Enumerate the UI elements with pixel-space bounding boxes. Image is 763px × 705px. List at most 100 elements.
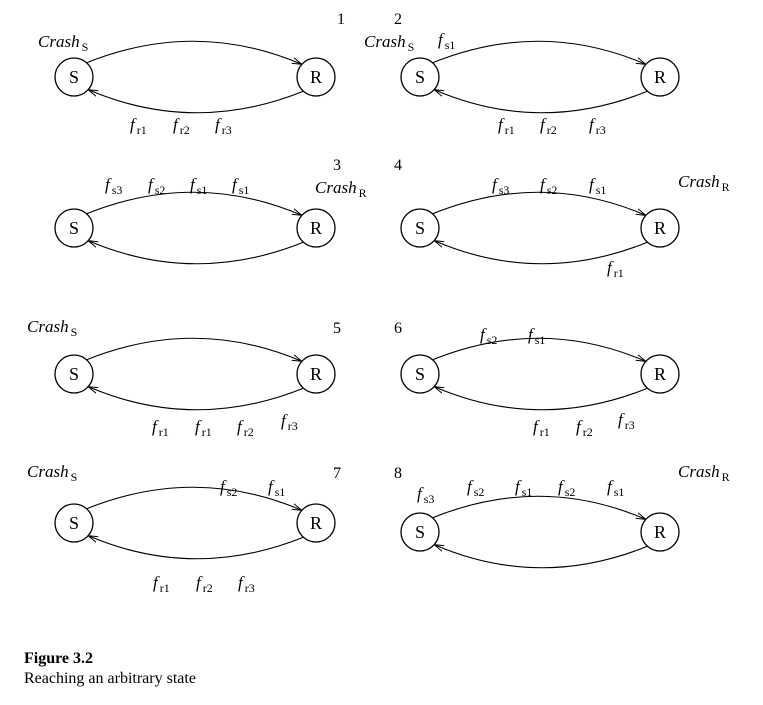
receiver-node: R [296, 57, 336, 97]
crash-label: Crash S [38, 32, 88, 54]
sender-node: S [400, 57, 440, 97]
receiver-frame-label: f r1 [153, 573, 170, 595]
crash-label: Crash R [315, 178, 367, 200]
sender-frame-label: f s1 [515, 477, 532, 499]
receiver-node-label: R [654, 67, 666, 87]
receiver-to-sender-channel [89, 90, 305, 114]
sender-node-label: S [415, 67, 425, 87]
sender-frame-label: f s2 [220, 477, 237, 499]
receiver-frame-label: f r1 [607, 258, 624, 280]
sender-to-receiver-channel [431, 337, 645, 361]
sender-node-label: S [415, 218, 425, 238]
receiver-frame-label: f r1 [533, 417, 550, 439]
sender-to-receiver-channel [85, 486, 301, 510]
receiver-to-sender-channel [89, 536, 305, 560]
sender-frame-label: f s2 [540, 175, 557, 197]
sender-frame-label: f s1 [232, 175, 249, 197]
panel-number: 2 [394, 11, 402, 28]
sender-frame-label: f s3 [417, 484, 434, 506]
receiver-to-sender-channel [435, 241, 649, 265]
receiver-frame-label: f r2 [173, 115, 190, 137]
panel-number: 6 [394, 320, 402, 337]
panel-4: 4 Crash R S Rf s3 f s2 f s1 f r1 [394, 157, 730, 280]
sender-to-receiver-channel [431, 495, 645, 519]
receiver-node-label: R [310, 513, 322, 533]
sender-to-receiver-channel [85, 337, 301, 361]
panel-number: 4 [394, 157, 402, 174]
crash-label: Crash R [678, 172, 730, 194]
receiver-frame-label: f r1 [195, 417, 212, 439]
sender-node: S [400, 354, 440, 394]
receiver-frame-label: f r1 [152, 417, 169, 439]
receiver-frame-label: f r2 [576, 417, 593, 439]
caption-title: Figure 3.2 [24, 650, 94, 667]
sender-frame-label: f s2 [558, 477, 575, 499]
sender-node-label: S [69, 67, 79, 87]
receiver-frame-label: f r3 [618, 410, 635, 432]
crash-label: Crash S [27, 317, 77, 339]
panel-number: 7 [333, 465, 341, 482]
panel-6: 6 S Rf s2 f s1 f r1 f r2 f r3 [394, 320, 680, 439]
sender-frame-label: f s2 [148, 175, 165, 197]
receiver-to-sender-channel [435, 90, 649, 114]
receiver-to-sender-channel [435, 387, 649, 411]
sender-node-label: S [69, 513, 79, 533]
sender-frame-label: f s1 [190, 175, 207, 197]
panel-number: 1 [337, 11, 345, 28]
figure-caption: Figure 3.2 Reaching an arbitrary state [24, 649, 196, 689]
sender-node: S [54, 208, 94, 248]
sender-frame-label: f s1 [438, 30, 455, 52]
receiver-frame-label: f r2 [196, 573, 213, 595]
sender-node-label: S [69, 364, 79, 384]
panel-2: 2 Crash SS Rf s1 f r1 f r2 f r3 [364, 11, 680, 137]
receiver-node: R [640, 208, 680, 248]
panel-8: 8 Crash R S Rf s3 f s2 f s1 f s2 f s1 [394, 462, 730, 569]
receiver-frame-label: f r2 [540, 115, 557, 137]
sender-frame-label: f s1 [528, 325, 545, 347]
receiver-frame-label: f r1 [130, 115, 147, 137]
receiver-node: R [640, 354, 680, 394]
sender-node: S [54, 354, 94, 394]
sender-to-receiver-channel [431, 40, 645, 64]
sender-node: S [54, 57, 94, 97]
sender-frame-label: f s1 [607, 477, 624, 499]
sender-frame-label: f s3 [492, 175, 509, 197]
panel-7: 7 Crash S S Rf s2 f s1 f r1 f r2 f r3 [27, 462, 341, 595]
receiver-to-sender-channel [89, 241, 305, 265]
receiver-node-label: R [654, 522, 666, 542]
receiver-frame-label: f r2 [237, 417, 254, 439]
receiver-node-label: R [654, 364, 666, 384]
sender-node: S [400, 512, 440, 552]
sender-to-receiver-channel [85, 191, 301, 215]
crash-label: Crash S [364, 32, 414, 54]
sender-frame-label: f s1 [268, 477, 285, 499]
receiver-node: R [296, 503, 336, 543]
receiver-frame-label: f r3 [589, 115, 606, 137]
caption-text: Reaching an arbitrary state [24, 670, 196, 687]
receiver-frame-label: f r1 [498, 115, 515, 137]
receiver-frame-label: f r3 [238, 573, 255, 595]
receiver-node-label: R [310, 218, 322, 238]
receiver-to-sender-channel [435, 545, 649, 569]
sender-to-receiver-channel [85, 40, 301, 64]
receiver-node: R [640, 512, 680, 552]
panel-number: 5 [333, 320, 341, 337]
crash-label: Crash R [678, 462, 730, 484]
panel-1: 1 Crash S S Rf r1 f r2 f r3 [38, 11, 345, 137]
receiver-frame-label: f r3 [281, 411, 298, 433]
receiver-node: R [296, 354, 336, 394]
receiver-frame-label: f r3 [215, 115, 232, 137]
sender-node-label: S [69, 218, 79, 238]
panel-5: 5 Crash S S Rf r1 f r1 f r2 f r3 [27, 317, 341, 439]
sender-node: S [400, 208, 440, 248]
panel-number: 3 [333, 157, 341, 174]
receiver-node-label: R [310, 364, 322, 384]
receiver-node-label: R [654, 218, 666, 238]
sender-frame-label: f s2 [480, 325, 497, 347]
sender-frame-label: f s1 [589, 175, 606, 197]
sender-frame-label: f s2 [467, 477, 484, 499]
sender-frame-label: f s3 [105, 175, 122, 197]
sender-to-receiver-channel [431, 191, 645, 215]
receiver-to-sender-channel [89, 387, 305, 411]
